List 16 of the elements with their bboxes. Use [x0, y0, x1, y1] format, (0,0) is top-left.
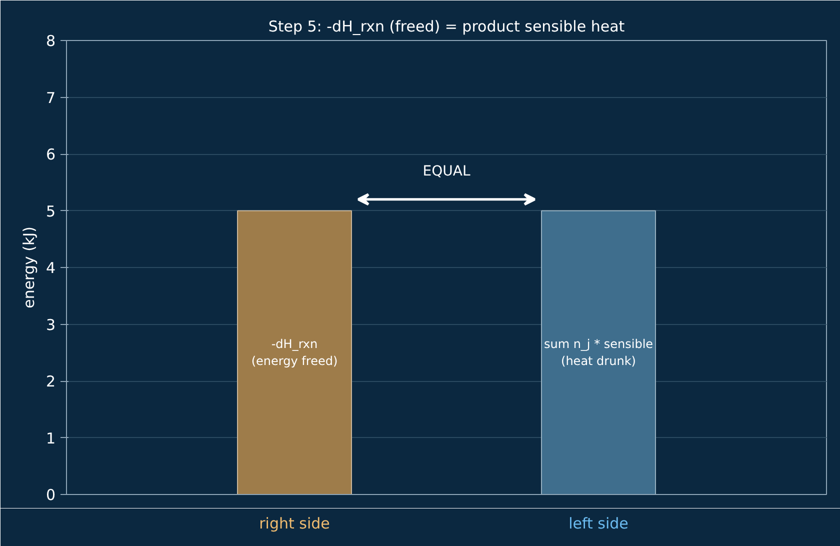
x-tick-label: left side — [568, 514, 628, 533]
y-tick-label: 8 — [46, 32, 56, 50]
annotation: -dH_rxn (energy freed) — [251, 337, 338, 368]
x-tick-label: right side — [259, 514, 330, 533]
y-tick-label: 7 — [46, 88, 56, 107]
y-tick-label: 6 — [46, 146, 56, 164]
y-tick-label: 2 — [46, 372, 56, 390]
annotation: sum n_j * sensible (heat drunk) — [544, 337, 654, 368]
y-axis-title: energy (kJ) — [20, 226, 38, 308]
y-tick-label: 1 — [46, 429, 56, 448]
chart-title: Step 5: -dH_rxn (freed) = product sensible heat — [268, 18, 625, 36]
y-tick-label: 5 — [46, 202, 56, 220]
y-tick-label: 3 — [46, 316, 56, 334]
y-tick-label: 4 — [46, 259, 56, 277]
annotation: EQUAL — [422, 163, 470, 180]
y-tick-label: 0 — [46, 486, 56, 504]
